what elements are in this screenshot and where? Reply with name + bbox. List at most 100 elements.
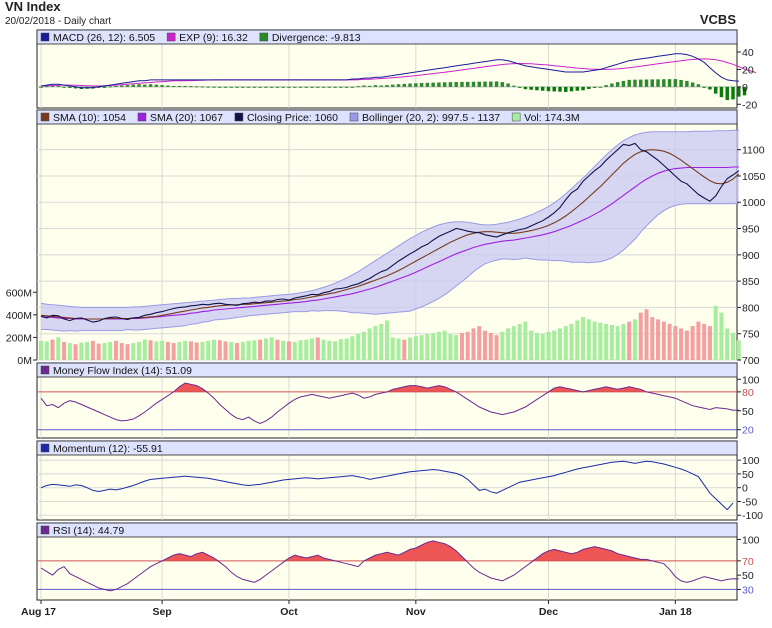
momentum-tick-label-4: -100 [742,510,763,522]
macd-divergence-bar [45,86,49,88]
macd-divergence-bar [408,83,412,87]
volume-tick-label-2: 200M [6,332,32,344]
volume-bar [604,323,609,360]
momentum-legend-bar [36,440,738,456]
macd-divergence-bar [610,83,614,87]
bollinger-band [41,130,739,332]
volume-bar [719,312,724,360]
macd-divergence-bar [96,86,101,88]
volume-bar [667,323,672,360]
volume-bar [656,319,661,360]
volume-bar [725,328,730,360]
volume-bar [673,326,678,360]
volume-bar [67,343,72,360]
volume-bar [632,319,637,360]
volume-bar [350,336,355,360]
mfi-overbought-fill [41,383,739,392]
volume-bar [477,326,482,360]
volume-bar [229,341,234,360]
macd-divergence-bar [293,86,297,88]
volume-bar [569,323,574,360]
volume-bar [707,326,712,360]
volume-bar [448,334,453,360]
volume-bar [563,326,568,360]
macd-divergence-bar [235,86,239,88]
volume-bar [154,341,159,360]
volume-bar [200,341,205,360]
volume-bar [581,317,586,360]
volume-bar [102,343,107,360]
volume-bar [188,341,193,360]
price-tick-label-3: 950 [742,224,760,236]
macd-divergence-bar [391,84,395,87]
macd-divergence-bar [304,86,308,88]
volume-bar [252,340,257,360]
volume-bar [483,330,488,360]
macd-divergence-bar [454,82,458,87]
rsi-legend-bar [36,522,738,538]
volume-bar [379,323,384,360]
volume-bar [713,305,718,360]
momentum-legend-swatch-0 [40,443,50,453]
chart-subtitle: 20/02/2018 - Daily chart [5,16,111,27]
price-tick-label-0: 1100 [742,145,765,157]
macd-divergence-bar [517,86,522,88]
macd-divergence-bar [68,86,72,88]
macd-divergence-bar [287,86,291,88]
volume-bar [465,331,470,360]
volume-bar [540,334,545,360]
bollinger-upper-line [40,129,739,308]
volume-bar [137,341,142,360]
volume-bar [85,341,90,360]
macd-panel: MACD (26, 12): 6.505 EXP (9): 16.32 Diverg… [36,29,757,111]
macd-divergence-bar [131,84,135,87]
mfi-tick-label-0: 100 [742,374,760,386]
volume-bar [281,340,286,360]
price-legend-swatch-0 [40,112,50,122]
volume-bar [500,331,505,360]
macd-divergence-bar [385,85,389,87]
macd-divergence-bar [310,86,314,88]
macd-divergence-bar [466,81,470,87]
macd-divergence-bar [448,82,453,87]
macd-divergence-bar [166,85,170,87]
mfi-legend-swatch-0 [40,365,50,375]
volume-bar [494,335,499,360]
macd-divergence-bar [598,86,603,88]
volume-bar [304,339,309,360]
volume-bar [546,331,551,360]
macd-divergence-bar [569,86,574,92]
volume-tick-label-3: 0M [17,355,32,367]
macd-divergence-bar [339,86,343,88]
volume-bar [523,321,528,360]
macd-divergence-bar [356,86,360,88]
macd-divergence-bar [500,82,505,87]
volume-bar [223,341,228,360]
volume-bar [661,321,666,360]
macd-divergence-bar [535,86,539,91]
x-tick-label-4: Dec [539,606,558,618]
rsi-tick-label-0: 100 [742,534,760,546]
macd-divergence-bar [154,84,159,87]
macd-divergence-bar [708,86,712,90]
panels-group: MACD (26, 12): 6.505 EXP (9): 16.32 Diverg… [6,29,766,601]
macd-divergence-bar [50,85,55,87]
volume-bar [506,328,511,360]
price-legend-swatch-4 [511,112,521,122]
momentum-legend-label-0: Momentum (12): -55.91 [53,443,163,455]
volume-bar [235,343,240,360]
volume-bar [333,341,338,360]
price-legend-swatch-1 [137,112,147,122]
macd-divergence-bar [690,82,695,87]
volume-bar [148,340,153,360]
macd-divergence-bar [373,85,378,87]
volume-bar [373,326,378,360]
volume-bar [627,321,632,360]
volume-bar [44,341,49,360]
volume-bar [292,341,297,360]
volume-bar [390,337,395,360]
macd-divergence-bar [333,86,337,88]
momentum-tick-label-3: -50 [742,496,757,508]
volume-bar [690,326,695,360]
